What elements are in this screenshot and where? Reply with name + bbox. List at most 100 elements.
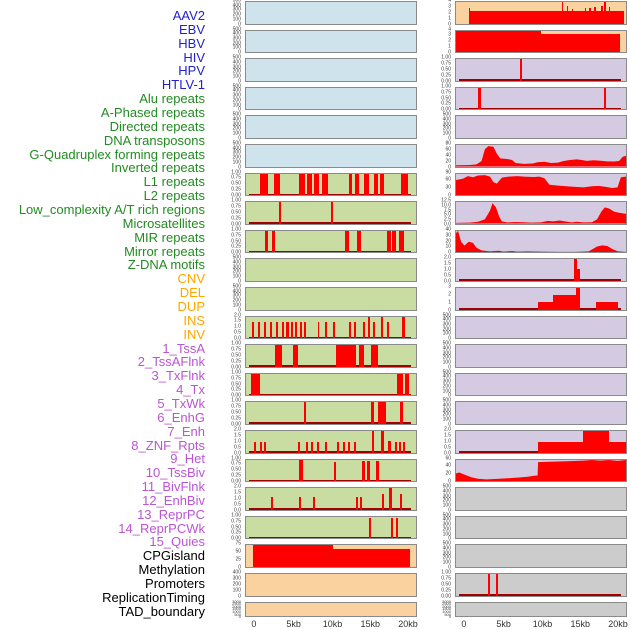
y-axis-ticks-right: 1.00 0.75 0.50 0.25 0.00 (411, 55, 453, 84)
row-label: 7_Enh (167, 423, 205, 439)
y-tick-label: 0.75 (441, 89, 451, 96)
y-tick-label: 2.0 (234, 312, 241, 319)
y-tick-label: 400 (232, 569, 241, 576)
y-tick-label: 1.0 (234, 438, 241, 445)
signal-bar (401, 173, 408, 196)
track-panel-left-20 (245, 544, 417, 568)
y-tick-label: 500 (232, 54, 241, 61)
y-axis-ticks-left: 500 400 300 200 100 0 (201, 27, 243, 56)
signal-bar (478, 87, 481, 110)
signal-area (456, 146, 626, 167)
signal-bar (285, 321, 289, 339)
y-tick-label: 1.00 (231, 397, 241, 404)
y-tick-label: 0 (238, 614, 241, 620)
y-tick-label: 200 (232, 11, 241, 18)
y-tick-label: 2.0 (444, 426, 451, 433)
row-label: Z-DNA motifs (127, 257, 205, 273)
y-tick-label: 500 (442, 512, 451, 519)
y-tick-label: 1500 (442, 606, 451, 612)
track-panel-right-1 (455, 1, 627, 25)
signal-bar (361, 460, 366, 482)
y-tick-label: 400 (232, 2, 241, 9)
signal-bar (403, 441, 406, 453)
y-tick-label: 0.25 (231, 415, 241, 422)
signal-bar (575, 288, 581, 310)
y-tick-label: 2500 (442, 601, 451, 607)
y-tick-label: 50 (235, 548, 241, 555)
y-tick-label: 0 (238, 593, 241, 599)
signal-bar (343, 441, 346, 453)
y-tick-label: 0 (448, 535, 451, 542)
signal-bar (539, 33, 621, 53)
y-tick-label: 0.75 (231, 232, 241, 239)
signal-bar (332, 548, 411, 567)
y-tick-label: 1.00 (231, 340, 241, 347)
y-axis-ticks-right: 60 40 20 0 (411, 456, 453, 485)
y-tick-label: 300 (232, 64, 241, 71)
y-tick-label: 40 (445, 462, 451, 469)
signal-bar (468, 8, 471, 24)
signal-bar (388, 440, 391, 453)
signal-bar (372, 321, 376, 339)
y-tick-label: 0 (238, 307, 241, 313)
signal-baseline (249, 336, 411, 339)
y-tick-label: 20 (445, 238, 451, 245)
signal-bar (281, 321, 285, 339)
y-tick-label: 300 (232, 292, 241, 299)
track-panel-left-4 (245, 86, 417, 111)
track-panel-right-8 (455, 201, 627, 225)
y-tick-label: 0.75 (231, 460, 241, 467)
y-axis-ticks-left: 1.00 0.75 0.50 0.25 0.00 (201, 370, 243, 399)
y-tick-label: 2000 (442, 603, 451, 609)
x-axis-label: 5kb (286, 619, 301, 629)
signal-bar (402, 316, 405, 339)
y-tick-label: 0 (448, 307, 451, 313)
x-axis-label: 0 (251, 619, 257, 629)
signal-bar (257, 321, 261, 339)
signal-bar (298, 173, 306, 196)
y-tick-label: 0.25 (231, 358, 241, 365)
y-tick-label: 200 (442, 326, 451, 333)
track-panel-left-22 (245, 601, 417, 618)
signal-bar (379, 173, 384, 196)
y-axis-ticks-right: 500 400 300 200 100 0 (411, 398, 453, 427)
signal-bar (252, 545, 333, 567)
y-tick-label: 1.00 (231, 455, 241, 462)
y-tick-label: 400 (442, 488, 451, 495)
track-panel-left-16 (245, 430, 417, 454)
track-panel-right-13 (455, 344, 627, 368)
signal-baseline (459, 79, 621, 81)
signal-bar (336, 441, 339, 453)
signal-bar (321, 173, 329, 196)
signal-bar (400, 493, 403, 510)
signal-bar (386, 321, 389, 339)
y-tick-label: 0 (448, 135, 451, 142)
signal-baseline (249, 536, 411, 539)
y-axis-ticks-right: 40 30 20 10 0 (411, 227, 453, 256)
signal-baseline (249, 422, 411, 424)
y-tick-label: 2 (448, 9, 451, 16)
track-panel-right-20 (455, 544, 627, 568)
row-label: Promoters (145, 576, 205, 592)
signal-bar (306, 441, 309, 453)
x-axis-label: 5kb (496, 619, 511, 629)
y-tick-label: 1.00 (441, 83, 451, 90)
y-tick-label: 0.25 (231, 386, 241, 393)
row-label: 5_TxWk (157, 395, 205, 411)
signal-bar (264, 441, 267, 453)
track-panel-right-11 (455, 287, 627, 311)
row-label: Microsatellites (122, 215, 205, 231)
track-panel-left-11 (245, 287, 417, 311)
track-panel-right-3 (455, 58, 627, 82)
y-tick-label: 0 (448, 392, 451, 399)
y-axis-ticks-right: 80 60 40 20 0 (411, 141, 453, 170)
y-tick-label: 0.25 (441, 100, 451, 107)
y-tick-label: 2000 (232, 603, 241, 609)
track-panel-right-22 (455, 601, 627, 618)
signal-bar (399, 230, 404, 253)
signal-bar (399, 402, 404, 424)
y-tick-label: 200 (442, 554, 451, 561)
y-tick-label: 400 (232, 145, 241, 152)
